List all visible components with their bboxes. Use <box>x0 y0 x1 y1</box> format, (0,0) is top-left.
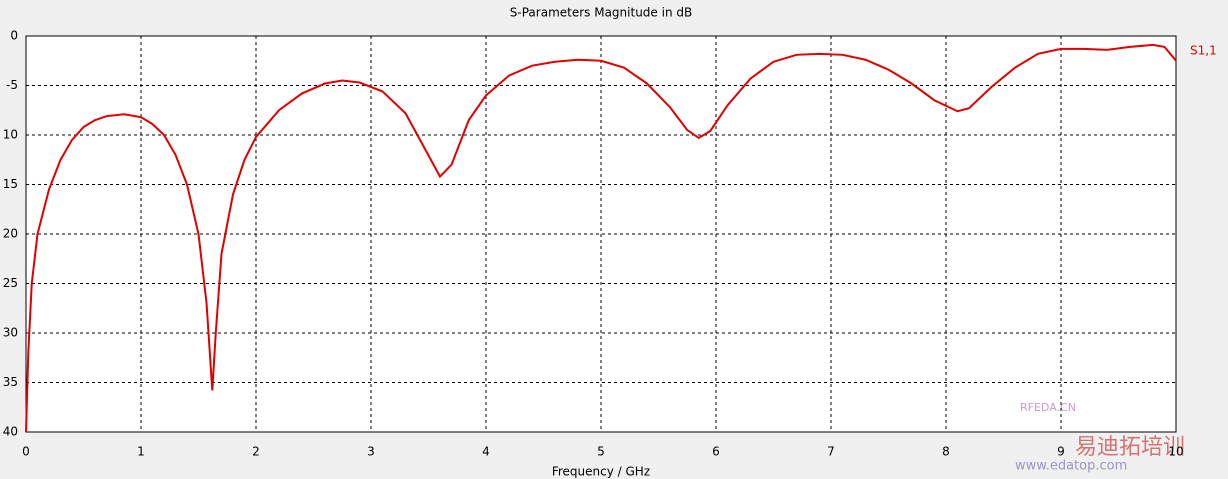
watermark: www.edatop.com <box>1015 459 1127 474</box>
y-tick-label: 25 <box>3 276 18 290</box>
x-tick-label: 1 <box>137 445 145 459</box>
y-tick-label: 10 <box>3 128 18 142</box>
x-tick-label: 7 <box>827 445 835 459</box>
x-tick-label: 8 <box>942 445 950 459</box>
y-tick-label: 40 <box>3 425 18 439</box>
legend-label: S1,1 <box>1190 44 1217 58</box>
y-tick-label: 35 <box>3 375 18 389</box>
x-tick-label: 4 <box>482 445 490 459</box>
line <box>25 43 1177 433</box>
y-tick-label: 30 <box>3 326 18 340</box>
x-tick-label: 9 <box>1057 445 1065 459</box>
x-tick-label: 5 <box>597 445 605 459</box>
x-axis-label: Frequency / GHz <box>552 465 650 479</box>
watermark: RFEDA.CN <box>1020 401 1076 414</box>
x-tick-label: 3 <box>367 445 375 459</box>
x-tick-label: 0 <box>22 445 30 459</box>
y-tick-label: 15 <box>3 177 18 191</box>
watermark: 易迪拓培训 <box>1075 435 1185 460</box>
y-tick-label: 0 <box>10 29 18 43</box>
chart-title: S-Parameters Magnitude in dB <box>510 6 692 20</box>
x-tick-label: 6 <box>712 445 720 459</box>
x-tick-label: 2 <box>252 445 260 459</box>
y-tick-label: -5 <box>6 78 18 92</box>
x-tick-label: 10 <box>1168 445 1183 459</box>
y-tick-label: 20 <box>3 227 18 241</box>
